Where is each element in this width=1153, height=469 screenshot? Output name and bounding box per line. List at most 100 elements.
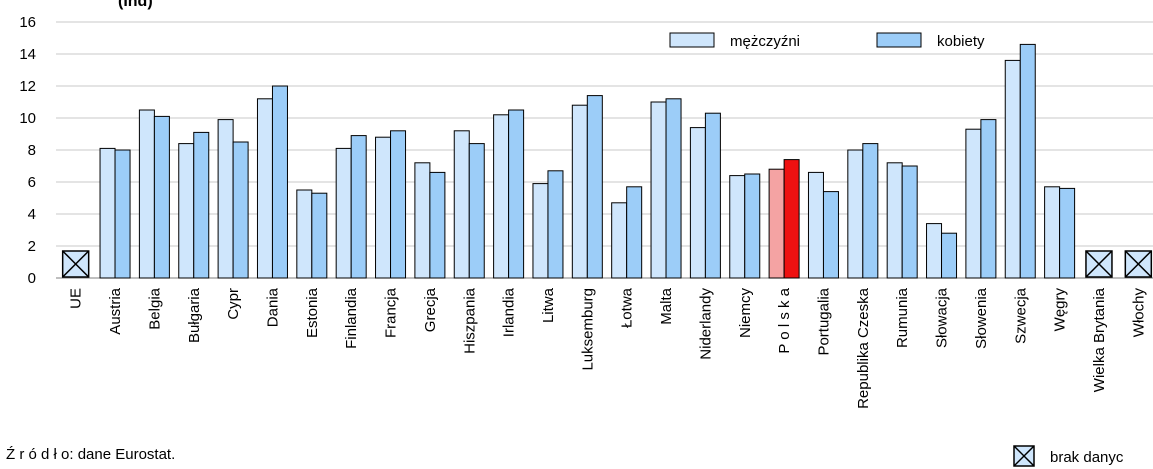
bar-men (493, 114, 510, 279)
bar-women (468, 143, 485, 279)
bar-women (626, 186, 643, 279)
bar-men (1044, 186, 1061, 279)
bar-women (547, 170, 564, 279)
bar-men (375, 136, 392, 279)
x-tick-label: Szwecja (1012, 287, 1029, 344)
x-tick-label: Rumunia (894, 287, 911, 348)
legend: mężczyźni kobiety (669, 32, 985, 50)
x-tick-label: Republika Czeska (855, 287, 872, 409)
x-tick-label: Cypr (225, 288, 242, 320)
bar-men (296, 189, 313, 279)
y-tick-label: 16 (19, 14, 36, 31)
bar-men (138, 109, 155, 279)
bar-men (571, 104, 588, 279)
bar-men (729, 175, 746, 279)
y-tick-label: 2 (28, 238, 36, 255)
no-data-cross (62, 250, 90, 278)
bar-men (886, 162, 903, 279)
x-tick-label: Irlandia (501, 287, 518, 337)
bar-women (1059, 187, 1076, 279)
bar-women (271, 85, 288, 279)
chart-title-fragment: (Ind) (118, 0, 153, 10)
y-tick-label: 12 (19, 78, 36, 95)
x-tick-label: Litwa (540, 287, 557, 323)
bar-women (508, 109, 525, 279)
bar-men (178, 143, 195, 279)
x-tick-label: P o l s k a (776, 287, 793, 353)
x-tick-label: Austria (107, 287, 124, 334)
no-data-marker (61, 250, 90, 278)
no-data-legend: brak danyc (1013, 445, 1124, 467)
y-tick-label: 4 (28, 206, 36, 223)
y-tick-label: 6 (28, 174, 36, 191)
x-tick-label: Węgry (1052, 288, 1069, 332)
no-data-cross (1013, 445, 1035, 467)
y-tick-label: 8 (28, 142, 36, 159)
bar-women (153, 115, 170, 279)
y-tick-label: 14 (19, 46, 36, 63)
bar-women (390, 130, 407, 279)
x-tick-label: Belgia (146, 287, 163, 329)
bar-men (453, 130, 470, 279)
legend-label: mężczyźni (730, 33, 800, 50)
bar-women (1019, 43, 1036, 279)
bar-men (768, 168, 785, 279)
no-data-legend-icon (1013, 445, 1035, 467)
bar-women (114, 149, 131, 279)
x-tick-label: Francja (383, 287, 400, 338)
bar-men (99, 147, 116, 279)
x-tick-label: Hiszpania (461, 287, 478, 354)
bar-men (532, 183, 549, 279)
legend-swatch (876, 32, 922, 48)
x-tick-label: Bułgaria (186, 287, 203, 343)
no-data-marker (1124, 250, 1153, 278)
bar-women (232, 141, 249, 279)
x-tick-label: Portugalia (815, 287, 832, 355)
bar-men (689, 127, 706, 279)
bar-women (822, 191, 839, 279)
bar-men (926, 223, 943, 279)
no-data-marker (1085, 250, 1113, 278)
bar-women (744, 173, 761, 279)
bar-women (350, 135, 367, 279)
bar-men (217, 119, 234, 279)
x-tick-label: Finlandia (343, 287, 360, 349)
source-note: Ź r ó d ł o: dane Eurostat. (6, 446, 176, 463)
bar-women (980, 119, 997, 279)
bar-women (665, 98, 682, 279)
x-tick-label: Dania (264, 287, 281, 327)
bar-men (335, 147, 352, 279)
bar-women (901, 165, 918, 279)
bar-men (414, 162, 431, 279)
x-tick-label: Estonia (304, 287, 321, 338)
bar-women (311, 192, 328, 279)
x-tick-label: Luksemburg (579, 288, 596, 371)
bar-women (429, 171, 446, 279)
no-data-cross (1085, 250, 1113, 278)
x-tick-label: UE (68, 288, 85, 309)
bar-men (965, 128, 982, 279)
bar-men (256, 98, 273, 279)
x-tick-label: Niemcy (737, 288, 754, 339)
bar-men (847, 149, 864, 279)
x-tick-label: Wielka Brytania (1091, 287, 1108, 392)
y-tick-label: 10 (19, 110, 36, 127)
x-tick-label: Słowenia (973, 287, 990, 349)
bar-men (611, 202, 628, 279)
bar-women (862, 143, 879, 279)
bar-women (704, 112, 721, 279)
bar-women (586, 95, 603, 279)
legend-swatch (669, 32, 715, 48)
bar-men (650, 101, 667, 279)
x-tick-label: Łotwa (619, 287, 636, 328)
y-tick-label: 0 (28, 270, 36, 287)
bar-men (807, 171, 824, 279)
bar-men (1004, 59, 1021, 279)
bar-women (193, 131, 210, 279)
bar-women (783, 159, 800, 279)
legend-label: kobiety (937, 33, 985, 50)
no-data-legend-label: brak danyc (1050, 449, 1124, 466)
bars (61, 43, 1153, 279)
x-tick-label: Niderlandy (697, 288, 714, 360)
